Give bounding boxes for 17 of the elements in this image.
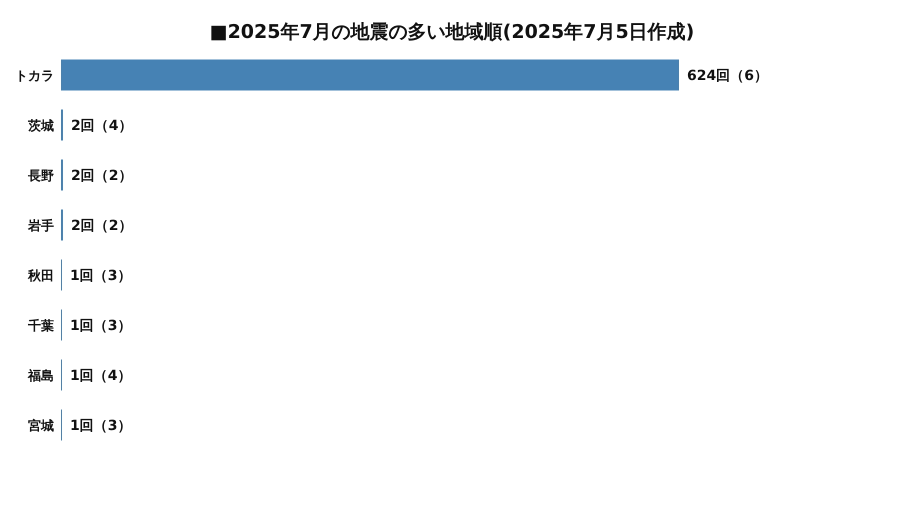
y-tick-label: 長野 [27, 169, 54, 184]
y-tick-label: 茨城 [27, 119, 54, 134]
data-label: 1回（3） [70, 418, 132, 434]
y-tick-label: 岩手 [27, 218, 54, 234]
y-tick-label: 秋田 [27, 269, 54, 284]
y-tick-label: 福島 [27, 368, 54, 384]
data-label: 624回（6） [687, 68, 768, 84]
chart-title: ■2025年7月の地震の多い地域順(2025年7月5日作成) [210, 21, 694, 43]
data-label: 1回（3） [70, 318, 132, 334]
data-label: 1回（3） [70, 268, 132, 284]
y-tick-label: 千葉 [27, 318, 54, 334]
data-label: 2回（4） [70, 118, 132, 134]
y-tick-label: 宮城 [28, 418, 54, 434]
y-tick-label: トカラ [15, 69, 54, 84]
data-label: 2回（2） [70, 218, 132, 234]
data-label: 2回（2） [70, 168, 132, 184]
data-label: 1回（4） [70, 368, 132, 384]
